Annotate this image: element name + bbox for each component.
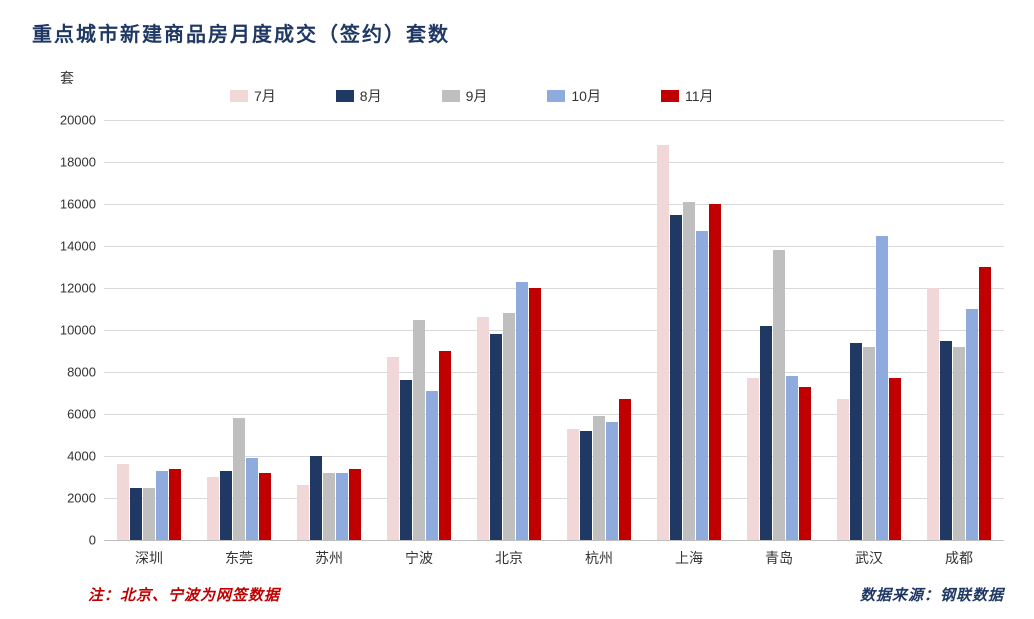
ytick-label: 20000: [60, 113, 96, 128]
bar: [966, 309, 978, 540]
bar: [400, 380, 412, 540]
xtick-label: 苏州: [315, 548, 343, 568]
legend-swatch: [230, 90, 248, 102]
bar: [233, 418, 245, 540]
bar: [696, 231, 708, 540]
plot-area: 0200040006000800010000120001400016000180…: [104, 120, 1004, 540]
bar: [593, 416, 605, 540]
legend-label: 9月: [466, 86, 488, 106]
xtick-label: 东莞: [225, 548, 253, 568]
gridline: [104, 204, 1004, 205]
gridline: [104, 330, 1004, 331]
bar: [657, 145, 669, 540]
bar: [220, 471, 232, 540]
bar: [580, 431, 592, 540]
bar: [439, 351, 451, 540]
bar: [606, 422, 618, 540]
legend: 7月 8月 9月 10月 11月: [230, 86, 714, 106]
ytick-label: 18000: [60, 155, 96, 170]
xtick-label: 成都: [945, 548, 973, 568]
bar: [773, 250, 785, 540]
gridline: [104, 120, 1004, 121]
bar: [799, 387, 811, 540]
bar: [683, 202, 695, 540]
legend-label: 8月: [360, 86, 382, 106]
legend-item: 7月: [230, 86, 276, 106]
bar: [259, 473, 271, 540]
bar: [927, 288, 939, 540]
chart-title: 重点城市新建商品房月度成交（签约）套数: [32, 18, 450, 47]
bar: [130, 488, 142, 541]
bar: [117, 464, 129, 540]
legend-label: 11月: [685, 86, 714, 106]
ytick-label: 6000: [67, 407, 96, 422]
gridline: [104, 540, 1004, 541]
bar: [297, 485, 309, 540]
bar: [567, 429, 579, 540]
legend-swatch: [661, 90, 679, 102]
bar: [529, 288, 541, 540]
bar: [850, 343, 862, 540]
bar: [413, 320, 425, 541]
xtick-label: 武汉: [855, 548, 883, 568]
bar: [477, 317, 489, 540]
bar: [246, 458, 258, 540]
legend-swatch: [547, 90, 565, 102]
bar: [156, 471, 168, 540]
legend-label: 10月: [571, 86, 601, 106]
bar: [876, 236, 888, 541]
bar: [323, 473, 335, 540]
bar: [863, 347, 875, 540]
bar: [387, 357, 399, 540]
legend-swatch: [442, 90, 460, 102]
bar: [940, 341, 952, 541]
bar: [503, 313, 515, 540]
yaxis-unit-label: 套: [60, 68, 74, 88]
xtick-label: 杭州: [585, 548, 613, 568]
legend-item: 9月: [442, 86, 488, 106]
bar: [889, 378, 901, 540]
bar: [953, 347, 965, 540]
legend-swatch: [336, 90, 354, 102]
ytick-label: 2000: [67, 491, 96, 506]
legend-item: 8月: [336, 86, 382, 106]
legend-label: 7月: [254, 86, 276, 106]
ytick-label: 16000: [60, 197, 96, 212]
bar: [709, 204, 721, 540]
ytick-label: 8000: [67, 365, 96, 380]
ytick-label: 12000: [60, 281, 96, 296]
xtick-label: 北京: [495, 548, 523, 568]
bar: [310, 456, 322, 540]
bar: [786, 376, 798, 540]
bar: [207, 477, 219, 540]
gridline: [104, 162, 1004, 163]
bar: [619, 399, 631, 540]
bar: [760, 326, 772, 540]
ytick-label: 10000: [60, 323, 96, 338]
legend-item: 10月: [547, 86, 601, 106]
xtick-label: 青岛: [765, 548, 793, 568]
footnote-right: 数据来源：钢联数据: [860, 584, 1004, 605]
bar: [490, 334, 502, 540]
xtick-label: 上海: [675, 548, 703, 568]
ytick-label: 4000: [67, 449, 96, 464]
bar: [979, 267, 991, 540]
bar: [670, 215, 682, 541]
gridline: [104, 288, 1004, 289]
legend-item: 11月: [661, 86, 714, 106]
bar: [143, 488, 155, 541]
bar: [837, 399, 849, 540]
ytick-label: 0: [89, 533, 96, 548]
bar: [169, 469, 181, 540]
bar: [349, 469, 361, 540]
bar: [426, 391, 438, 540]
bar: [336, 473, 348, 540]
ytick-label: 14000: [60, 239, 96, 254]
xtick-label: 深圳: [135, 548, 163, 568]
bar: [516, 282, 528, 540]
xtick-label: 宁波: [405, 548, 433, 568]
gridline: [104, 246, 1004, 247]
bar: [747, 378, 759, 540]
footnote-left: 注：北京、宁波为网签数据: [88, 584, 280, 605]
